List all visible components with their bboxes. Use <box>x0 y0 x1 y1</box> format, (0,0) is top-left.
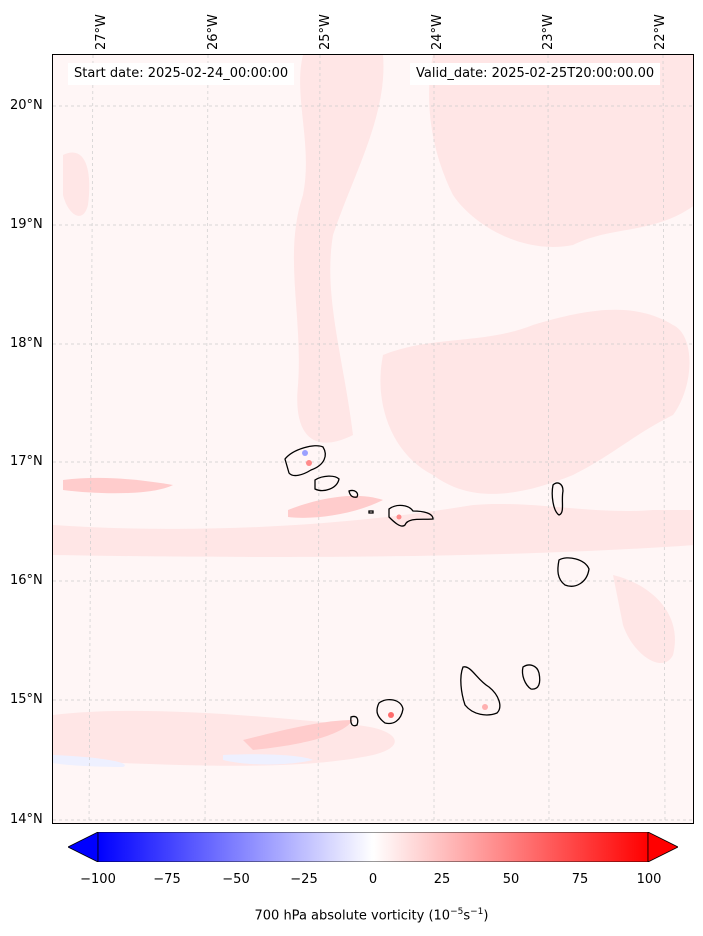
lat-label-14n: 14°N <box>10 812 43 827</box>
lon-label-26w: 26°W <box>206 14 221 50</box>
colorbar-tick: 0 <box>368 872 378 887</box>
colorbar-tick: 75 <box>571 872 589 887</box>
colorbar-gradient <box>97 832 649 862</box>
lat-label-18n: 18°N <box>10 336 43 351</box>
lat-label-20n: 20°N <box>10 98 43 113</box>
vorticity-field <box>53 55 693 823</box>
colorbar-tick: 100 <box>636 872 662 887</box>
negative-vorticity-shading <box>53 754 313 767</box>
valid-date-label: Valid_date: 2025-02-25T20:00:00.00 <box>410 63 661 85</box>
colorbar-label: 700 hPa absolute vorticity (10−5s−1) <box>254 907 489 924</box>
colorbar-min-extend <box>68 832 99 862</box>
stronger-positive-vorticity <box>63 477 383 750</box>
positive-vorticity-shading <box>53 55 693 766</box>
lat-label-16n: 16°N <box>10 573 43 588</box>
colorbar-tick: 25 <box>433 872 451 887</box>
vorticity-hotspots <box>302 450 488 718</box>
map-gridlines <box>53 55 693 823</box>
lat-label-19n: 19°N <box>10 217 43 232</box>
start-date-label: Start date: 2025-02-24_00:00:00 <box>68 63 295 85</box>
colorbar-tick: −25 <box>290 872 318 887</box>
lon-label-27w: 27°W <box>94 14 109 50</box>
island-outlines <box>284 445 590 727</box>
colorbar-max-extend <box>647 832 678 862</box>
lon-label-22w: 22°W <box>653 14 668 50</box>
lon-label-24w: 24°W <box>430 14 445 50</box>
lat-label-15n: 15°N <box>10 692 43 707</box>
colorbar <box>68 832 678 862</box>
lon-label-23w: 23°W <box>541 14 556 50</box>
colorbar-tick: −100 <box>80 872 116 887</box>
lon-label-25w: 25°W <box>318 14 333 50</box>
colorbar-tick: −50 <box>222 872 250 887</box>
lat-label-17n: 17°N <box>10 454 43 469</box>
colorbar-tick: −75 <box>153 872 181 887</box>
colorbar-tick: 50 <box>502 872 520 887</box>
map-area[interactable] <box>52 54 694 824</box>
